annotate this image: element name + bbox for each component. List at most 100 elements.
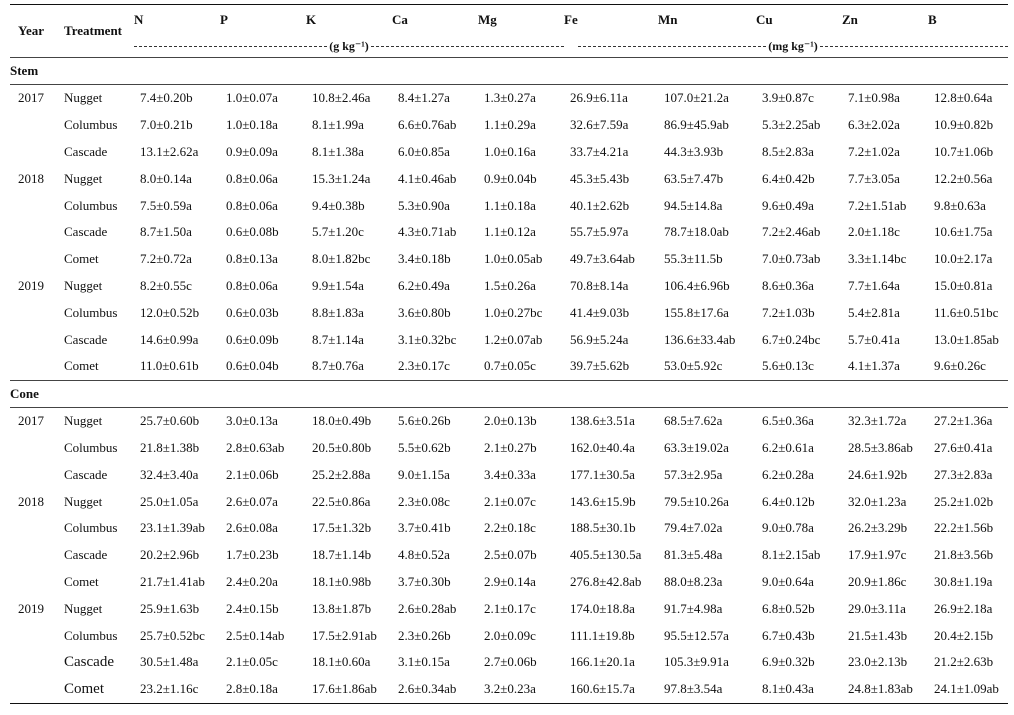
value-cell-ca: 2.6±0.34ab: [398, 681, 457, 697]
year-cell: [10, 569, 58, 596]
value-cell-mn: 91.7±4.98a: [664, 600, 723, 616]
value-cell-cu: 5.3±2.25ab: [762, 117, 821, 133]
treatment-cell: Cascade: [64, 143, 108, 159]
table-row: Cascade 20.2±2.96b 1.7±0.23b 18.7±1.14b 4.8±…: [10, 542, 1008, 569]
value-cell-mg: 0.7±0.05c: [484, 358, 536, 374]
value-cell-n: 8.0±0.14a: [140, 170, 192, 186]
value-cell-mg: 1.1±0.29a: [484, 117, 536, 133]
value-cell-fe: 143.6±15.9b: [570, 493, 636, 509]
value-cell-n: 12.0±0.52b: [140, 304, 200, 320]
nutrient-header-b: B: [928, 12, 937, 27]
value-cell-k: 18.7±1.14b: [312, 547, 372, 563]
value-cell-k: 8.7±1.14a: [312, 331, 364, 347]
year-cell: [10, 246, 58, 273]
table-row: 2017 Nugget 7.4±0.20b 1.0±0.07a 10.8±2.46a 8.…: [10, 84, 1008, 112]
value-cell-cu: 3.9±0.87c: [762, 90, 814, 106]
value-cell-mn: 79.4±7.02a: [664, 520, 723, 536]
value-cell-zn: 5.7±0.41a: [848, 331, 900, 347]
value-cell-b: 10.9±0.82b: [934, 117, 994, 133]
nutrient-header-cu: Cu: [756, 12, 773, 27]
value-cell-cu: 6.7±0.24bc: [762, 331, 821, 347]
value-cell-ca: 3.1±0.15a: [398, 654, 450, 670]
value-cell-zn: 7.2±1.02a: [848, 143, 900, 159]
value-cell-mg: 2.7±0.06b: [484, 654, 537, 670]
value-cell-mg: 1.5±0.26a: [484, 277, 536, 293]
value-cell-p: 2.1±0.05c: [226, 654, 278, 670]
value-cell-mg: 1.3±0.27a: [484, 90, 536, 106]
value-cell-ca: 6.0±0.85a: [398, 143, 450, 159]
value-cell-mg: 1.1±0.12a: [484, 224, 536, 240]
value-cell-k: 17.6±1.86ab: [312, 681, 377, 697]
value-cell-b: 27.2±1.36a: [934, 413, 993, 429]
section-title: Cone: [10, 385, 39, 401]
treatment-cell: Comet: [64, 251, 99, 267]
value-cell-mg: 2.5±0.07b: [484, 547, 537, 563]
value-cell-mg: 2.0±0.09c: [484, 627, 536, 643]
nutrient-header-p: P: [220, 12, 228, 27]
value-cell-mn: 155.8±17.6a: [664, 304, 729, 320]
value-cell-cu: 7.2±1.03b: [762, 304, 815, 320]
value-cell-fe: 56.9±5.24a: [570, 331, 629, 347]
value-cell-cu: 6.4±0.42b: [762, 170, 815, 186]
value-cell-p: 0.6±0.09b: [226, 331, 279, 347]
year-cell: 2017: [18, 90, 44, 106]
treatment-cell: Cascade: [64, 331, 108, 347]
treatment-cell: Columbus: [64, 627, 118, 643]
value-cell-cu: 8.1±0.43a: [762, 681, 814, 697]
section-row: Cone: [10, 380, 1008, 407]
value-cell-fe: 166.1±20.1a: [570, 654, 635, 670]
value-cell-mg: 2.2±0.18c: [484, 520, 536, 536]
value-cell-n: 8.7±1.50a: [140, 224, 192, 240]
value-cell-ca: 5.6±0.26b: [398, 413, 451, 429]
table-row: 2019 Nugget 8.2±0.55c 0.8±0.06a 9.9±1.54a 6.2…: [10, 273, 1008, 300]
unit-macro-label: (g kg⁻¹): [329, 38, 369, 53]
value-cell-fe: 70.8±8.14a: [570, 277, 629, 293]
value-cell-p: 0.6±0.08b: [226, 224, 279, 240]
year-header: Year: [18, 23, 44, 38]
value-cell-zn: 24.6±1.92b: [848, 466, 908, 482]
value-cell-zn: 7.7±3.05a: [848, 170, 900, 186]
value-cell-cu: 9.0±0.78a: [762, 520, 814, 536]
value-cell-b: 9.6±0.26c: [934, 358, 986, 374]
value-cell-ca: 2.3±0.26b: [398, 627, 451, 643]
value-cell-n: 32.4±3.40a: [140, 466, 199, 482]
value-cell-k: 8.1±1.99a: [312, 117, 364, 133]
value-cell-p: 2.6±0.07a: [226, 493, 278, 509]
treatment-header: Treatment: [64, 23, 122, 38]
value-cell-zn: 32.0±1.23a: [848, 493, 907, 509]
value-cell-mn: 107.0±21.2a: [664, 90, 729, 106]
value-cell-cu: 8.6±0.36a: [762, 277, 814, 293]
treatment-cell: Cascade: [64, 547, 108, 563]
value-cell-mn: 136.6±33.4ab: [664, 331, 736, 347]
year-cell: [10, 515, 58, 542]
value-cell-p: 0.6±0.03b: [226, 304, 279, 320]
value-cell-ca: 3.1±0.32bc: [398, 331, 457, 347]
value-cell-mg: 2.1±0.17c: [484, 600, 536, 616]
value-cell-mg: 0.9±0.04b: [484, 170, 537, 186]
value-cell-k: 25.2±2.88a: [312, 466, 371, 482]
table-row: Columbus 12.0±0.52b 0.6±0.03b 8.8±1.83a 3.6±…: [10, 299, 1008, 326]
value-cell-fe: 49.7±3.64ab: [570, 251, 635, 267]
unit-micro-cell: (mg kg⁻¹): [564, 35, 1008, 58]
value-cell-k: 17.5±1.32b: [312, 520, 372, 536]
value-cell-p: 0.6±0.04b: [226, 358, 279, 374]
value-cell-cu: 9.6±0.49a: [762, 197, 814, 213]
value-cell-fe: 40.1±2.62b: [570, 197, 630, 213]
value-cell-mg: 1.0±0.16a: [484, 143, 536, 159]
year-cell: [10, 542, 58, 569]
value-cell-b: 30.8±1.19a: [934, 573, 993, 589]
table-row: Comet 21.7±1.41ab 2.4±0.20a 18.1±0.98b 3.7±0…: [10, 569, 1008, 596]
value-cell-ca: 4.8±0.52a: [398, 547, 450, 563]
table-row: Columbus 23.1±1.39ab 2.6±0.08a 17.5±1.32b 3.…: [10, 515, 1008, 542]
treatment-cell: Columbus: [64, 439, 118, 455]
value-cell-k: 17.5±2.91ab: [312, 627, 377, 643]
year-cell: [10, 435, 58, 462]
value-cell-p: 2.6±0.08a: [226, 520, 278, 536]
value-cell-zn: 7.2±1.51ab: [848, 197, 907, 213]
value-cell-mn: 44.3±3.93b: [664, 143, 724, 159]
value-cell-k: 18.1±0.98b: [312, 573, 372, 589]
section-title: Stem: [10, 63, 39, 78]
treatment-cell: Comet: [64, 358, 99, 374]
value-cell-cu: 6.4±0.12b: [762, 493, 815, 509]
